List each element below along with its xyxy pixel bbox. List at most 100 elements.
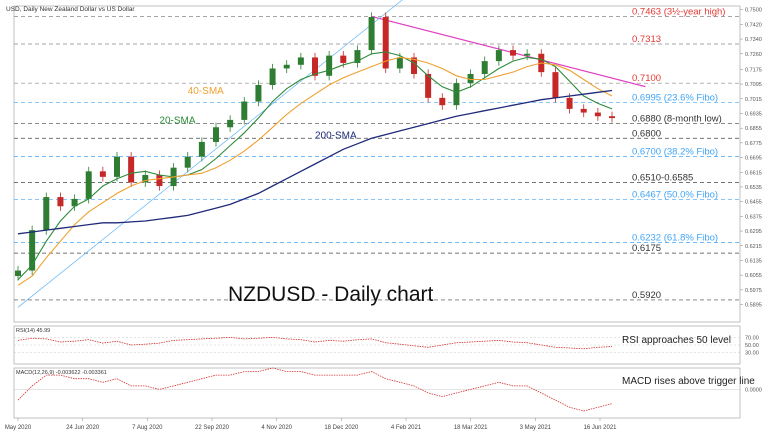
descending-trendline [371,15,646,88]
y-tick-label: 0.6375 [745,214,762,220]
candle-body [255,85,262,102]
x-tick-label: 7 Aug 2020 [132,425,163,431]
x-tick-label: 4 Nov 2020 [261,425,292,431]
y-tick-label: 0.6215 [745,244,762,250]
candle-body [354,50,361,63]
macd-header: MACD(12,26,9) -0.003622 -0.003361 [16,370,107,376]
sma-annotation: 20-SMA [159,116,195,127]
candle-body [241,101,248,120]
chart-title: NZDUSD - Daily chart [228,283,434,306]
y-tick-label: 0.6055 [745,273,762,279]
candle-body [85,171,92,199]
candle-body [198,141,205,157]
x-tick-label: 16 Jun 2021 [583,425,617,431]
y-tick-label: 0.7015 [745,97,762,103]
y-tick-label: 0.7175 [745,67,762,73]
level-label: 0.7463 (3½-year high) [632,6,725,17]
y-tick-label: 0.6695 [745,156,762,162]
rsi-tick-label: 50.00 [745,343,759,349]
level-label: 0.5920 [632,290,661,301]
y-tick-label: 0.6855 [745,126,762,132]
rsi-tick-label: 70.00 [745,335,759,341]
rsi-header: RSI(14) 45.99 [16,328,50,334]
ascending-channel-line [17,0,403,308]
y-tick-label: 0.7340 [745,37,762,43]
macd-line [17,367,613,412]
x-tick-label: 3 May 2021 [520,425,552,431]
y-tick-label: 0.7500 [745,8,762,14]
y-tick-label: 0.6615 [745,170,762,176]
candle-body [142,175,149,183]
candle-body [609,116,615,119]
sma-line-200-sma [17,89,613,235]
candle-body [580,108,587,113]
candle-body [43,197,50,231]
candle-body [213,127,219,142]
candle-body [481,61,488,74]
candle-body [411,57,417,74]
candle-body [71,198,78,207]
x-tick-label: May 2020 [5,425,32,431]
candle-body [156,175,163,187]
candle-body [128,156,135,183]
candle-body [439,97,446,106]
macd-plot-frame [13,367,741,419]
candle-body [495,50,502,62]
candle-body [312,57,318,76]
candle-body [269,68,276,85]
candle-body [114,156,120,177]
candle-body [29,230,36,271]
sma-line-20-sma [17,51,613,281]
candle-body [283,64,290,69]
macd-annotation: MACD rises above trigger line [622,376,755,387]
level-label: 0.6467 (50.0% Fibo) [632,189,718,200]
level-label: 0.7100 [632,73,661,84]
candle-body [510,50,516,56]
candle-body [340,55,347,63]
level-label: 0.6880 (8-month low) [632,114,722,125]
chart-header: USD, Daily New Zealand Dollar vs US Doll… [6,6,135,13]
sma-annotation: 200-SMA [315,130,357,141]
candle-body [396,57,403,69]
level-label: 0.7313 [632,34,661,45]
candle-body [15,270,21,277]
sma-line-40-sma [17,56,613,286]
level-label: 0.6700 (38.2% Fibo) [632,147,718,158]
level-label: 0.6510-0.6585 [632,172,693,183]
y-tick-label: 0.7260 [745,52,762,58]
candle-body [382,17,389,69]
y-tick-label: 0.6775 [745,141,762,147]
candle-body [99,171,106,177]
candle-body [184,156,191,168]
y-tick-label: 0.6535 [745,185,762,191]
y-tick-label: 0.7095 [745,82,762,88]
candle-body [552,72,559,98]
y-tick-label: 0.6295 [745,229,762,235]
level-label: 0.6232 (61.8% Fibo) [632,233,718,244]
main-plot-frame [13,5,741,323]
x-tick-label: 18 Mar 2021 [454,425,488,431]
x-tick-label: 24 Jun 2020 [66,425,100,431]
x-tick-label: 4 Feb 2021 [391,425,422,431]
rsi-annotation: RSI approaches 50 level [622,335,731,346]
sma-annotation: 40-SMA [188,86,224,97]
candle-body [467,73,474,84]
rsi-line [17,336,613,350]
y-tick-label: 0.5975 [745,288,762,294]
x-tick-label: 18 Dec 2020 [324,425,359,431]
y-tick-label: 0.6935 [745,111,762,117]
candle-body [566,97,573,109]
candle-body [326,55,333,76]
candle-body [227,119,234,128]
x-tick-label: 22 Sep 2020 [195,425,230,431]
y-tick-label: 0.6455 [745,200,762,206]
candle-body [425,73,432,98]
y-tick-label: 0.7420 [745,22,762,28]
candle-body [453,83,460,106]
level-label: 0.6800 [632,128,661,139]
macd-tick-label: 0.0000 [745,387,762,393]
y-tick-label: 0.5895 [745,303,762,309]
candle-body [368,17,375,51]
